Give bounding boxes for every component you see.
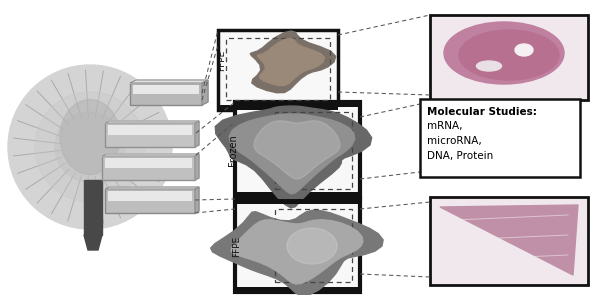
Bar	[108, 125, 192, 135]
Bar	[84, 180, 102, 235]
Polygon shape	[250, 31, 335, 93]
Polygon shape	[254, 121, 340, 179]
Bar	[133, 85, 199, 94]
Polygon shape	[130, 80, 208, 83]
Bar	[226, 38, 330, 100]
Bar	[430, 197, 588, 285]
Text: Molecular Studies:: Molecular Studies:	[427, 107, 537, 117]
Bar	[420, 99, 580, 177]
Text: microRNA,: microRNA,	[427, 136, 482, 146]
Polygon shape	[257, 38, 325, 86]
Bar	[105, 189, 195, 213]
Text: FFPE: FFPE	[233, 235, 241, 257]
Bar	[275, 209, 352, 282]
Bar	[235, 102, 360, 197]
Bar	[218, 105, 338, 110]
Polygon shape	[440, 205, 578, 275]
Polygon shape	[102, 154, 199, 156]
Polygon shape	[229, 114, 355, 194]
Polygon shape	[202, 80, 208, 105]
Polygon shape	[105, 187, 199, 189]
Bar	[102, 156, 195, 180]
Text: mRNA,: mRNA,	[427, 121, 463, 131]
Ellipse shape	[444, 22, 564, 84]
Bar	[218, 30, 338, 110]
Polygon shape	[211, 210, 383, 295]
Bar	[235, 199, 360, 204]
Bar	[105, 123, 195, 147]
Bar	[235, 287, 360, 292]
Polygon shape	[195, 187, 199, 213]
Bar	[130, 83, 202, 105]
Text: Frozen: Frozen	[228, 134, 238, 166]
Polygon shape	[105, 121, 199, 123]
Polygon shape	[231, 220, 363, 284]
Polygon shape	[287, 228, 337, 264]
Polygon shape	[84, 235, 102, 250]
Text: FFPE: FFPE	[218, 49, 227, 71]
Bar	[108, 191, 192, 201]
Bar	[275, 112, 352, 189]
Polygon shape	[195, 121, 199, 147]
Bar	[105, 158, 192, 168]
Ellipse shape	[515, 44, 533, 56]
Text: DNA, Protein: DNA, Protein	[427, 151, 493, 161]
Polygon shape	[215, 106, 371, 208]
Ellipse shape	[459, 30, 559, 80]
Circle shape	[8, 65, 172, 229]
Bar	[430, 15, 588, 100]
Circle shape	[55, 112, 125, 182]
Polygon shape	[195, 154, 199, 180]
Circle shape	[35, 92, 145, 202]
Ellipse shape	[60, 99, 120, 175]
Bar	[235, 192, 360, 197]
Bar	[235, 102, 360, 107]
Bar	[235, 199, 360, 292]
Ellipse shape	[476, 61, 502, 71]
